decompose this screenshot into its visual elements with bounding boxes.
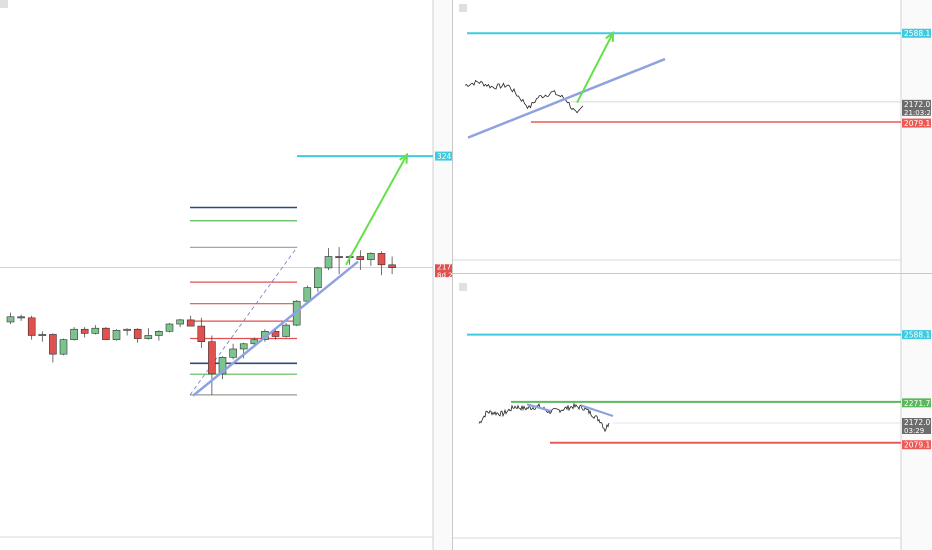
monthly-target-arrow-head — [399, 152, 409, 164]
candle-body — [70, 328, 78, 340]
candle-body — [102, 327, 110, 340]
monthly-symbol-icon — [0, 0, 8, 8]
hourly-resistance-tag — [902, 398, 931, 408]
hourly-trendline — [526, 403, 552, 413]
hourly-target-tag — [902, 330, 931, 340]
daily-target-arrow-head — [605, 30, 615, 42]
hourly-resistance-tag-text: 2271.7 — [904, 399, 930, 408]
daily-target-arrow — [576, 32, 614, 104]
hourly-price-line — [478, 402, 610, 433]
daily-price-line — [464, 79, 584, 114]
fib-anchor-line — [189, 247, 298, 396]
daily-target-tag-text: 2588.1 — [904, 29, 930, 38]
candle-body — [239, 343, 248, 350]
candle-body — [388, 264, 396, 269]
candle-body — [6, 316, 15, 323]
monthly-target-arrow — [345, 154, 408, 266]
daily-stop-tag-text: 2079.1 — [904, 119, 930, 128]
candle-body — [271, 331, 280, 337]
hourly-price-axis — [901, 274, 932, 550]
candle-body — [91, 327, 100, 334]
daily-price-tag — [902, 99, 931, 116]
candle-body — [335, 256, 343, 258]
monthly-price-tag-text: 2172.0 — [437, 263, 452, 272]
hourly-symbol-icon — [459, 283, 467, 291]
monthly-price-tag-sub: 8d 22h — [437, 272, 452, 280]
candle-body — [27, 317, 36, 336]
monthly-target-tag-text: 3246.2 — [437, 152, 452, 161]
hourly-stop-tag — [902, 440, 931, 450]
monthly-target-tag — [435, 151, 452, 161]
candle-body — [367, 253, 375, 260]
candle-body — [314, 267, 322, 288]
monthly-chart[interactable]: 2172.08d 22h 3246.2 — [0, 0, 452, 550]
daily-trendline — [467, 57, 666, 139]
candle-body — [133, 328, 142, 339]
candle-body — [229, 348, 237, 358]
monthly-price-tag — [435, 264, 452, 278]
daily-chart[interactable]: 2588.1 2172.021:03:28 2079.1 — [453, 0, 932, 273]
daily-price-tag-text: 2172.0 — [904, 100, 930, 109]
candle-body — [49, 334, 57, 355]
hourly-trendline — [580, 404, 614, 418]
candle-body — [218, 356, 227, 375]
candle-body — [80, 328, 89, 334]
candle-body — [176, 319, 184, 325]
hourly-price-tag — [902, 418, 931, 435]
hourly-target-tag-text: 2588.1 — [904, 331, 930, 340]
candle-body — [377, 253, 386, 266]
daily-target-tag — [902, 28, 931, 38]
candle-body — [38, 334, 47, 336]
candle-body — [123, 328, 131, 331]
hourly-stop-tag-text: 2079.1 — [904, 441, 930, 450]
candle-body — [165, 323, 174, 332]
candle-body — [59, 339, 68, 355]
candle-body — [197, 325, 206, 343]
candle-body — [356, 256, 365, 260]
candle-body — [303, 287, 312, 302]
hourly-chart[interactable]: 2588.1 2271.7 2172.003:29 2079.1 — [453, 274, 932, 550]
daily-stop-tag — [902, 118, 931, 128]
candle-body — [208, 341, 216, 375]
candle-body — [112, 329, 121, 340]
candle-body — [282, 324, 290, 337]
hourly-price-tag-sub: 03:29 — [904, 427, 924, 435]
horizontal-divider[interactable] — [453, 273, 932, 274]
candle-body — [186, 319, 195, 327]
daily-price-axis — [901, 0, 932, 273]
vertical-divider[interactable] — [452, 0, 453, 550]
candle-body — [324, 256, 333, 269]
candle-body — [155, 331, 163, 336]
hourly-price-tag-text: 2172.0 — [904, 418, 930, 427]
monthly-trendline — [192, 260, 359, 397]
candle-body — [144, 335, 153, 339]
daily-price-tag-sub: 21:03:28 — [904, 109, 932, 117]
daily-symbol-icon — [459, 4, 467, 12]
candle-body — [17, 316, 25, 319]
